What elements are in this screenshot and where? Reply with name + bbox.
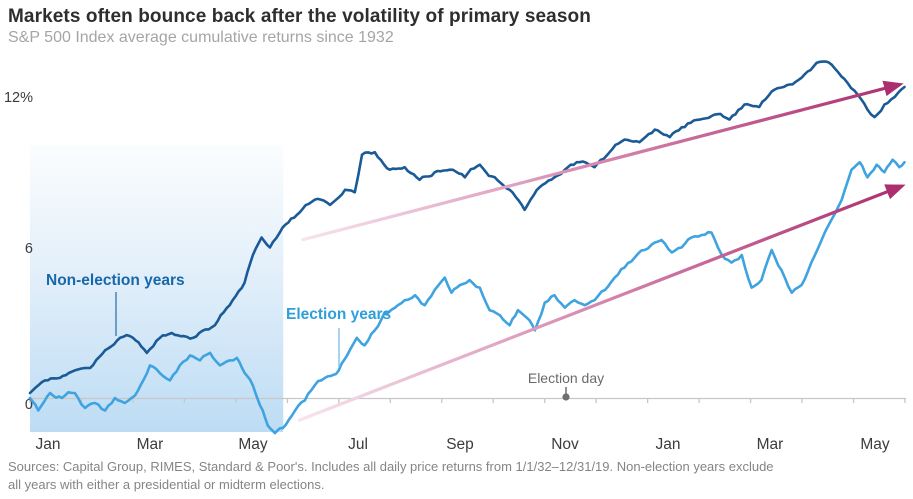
election-day-dot (562, 393, 570, 401)
x-tick-label: Jan (656, 436, 681, 453)
source-note-line1: Sources: Capital Group, RIMES, Standard … (8, 459, 774, 474)
trend-arrow-1 (301, 80, 904, 242)
y-tick-label: 0 (25, 397, 33, 413)
source-note-line2: all years with either a presidential or … (8, 476, 325, 492)
source-note: Sources: Capital Group, RIMES, Standard … (8, 458, 906, 493)
x-tick-label: May (860, 436, 890, 453)
non-election-line (28, 60, 906, 395)
election-line (28, 158, 906, 435)
y-tick-label: 12% (4, 90, 33, 106)
election-label: Election years (286, 306, 391, 323)
trend-arrow-2 (297, 184, 906, 423)
election-day-label: Election day (528, 370, 604, 386)
x-tick-label: Mar (137, 436, 164, 453)
x-tick-label: Sep (446, 436, 474, 453)
x-tick-label: Jan (36, 436, 61, 453)
y-tick-label: 6 (25, 241, 33, 257)
x-tick-label: Jul (348, 436, 368, 453)
x-tick-label: May (238, 436, 268, 453)
page-title: Markets often bounce back after the vola… (8, 6, 591, 27)
x-tick-label: Mar (757, 436, 784, 453)
x-axis-ticks (29, 398, 906, 403)
x-tick-label: Nov (551, 436, 579, 453)
non-election-label: Non-election years (46, 272, 185, 289)
page-subtitle: S&P 500 Index average cumulative returns… (8, 29, 394, 46)
